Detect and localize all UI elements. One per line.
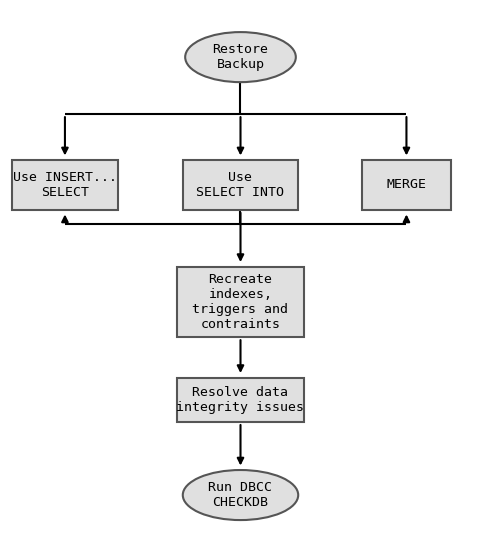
Ellipse shape [185, 32, 295, 82]
Text: MERGE: MERGE [385, 178, 426, 191]
Text: Restore
Backup: Restore Backup [212, 43, 268, 71]
Bar [361, 160, 450, 210]
Ellipse shape [182, 470, 298, 520]
Text: Use
SELECT INTO: Use SELECT INTO [196, 171, 284, 199]
Bar [177, 267, 304, 337]
Bar [12, 160, 118, 210]
Text: Recreate
indexes,
triggers and
contraints: Recreate indexes, triggers and contraint… [192, 273, 288, 331]
Text: Use INSERT...
SELECT: Use INSERT... SELECT [13, 171, 117, 199]
Bar [177, 378, 304, 422]
Bar [182, 160, 298, 210]
Text: Run DBCC
CHECKDB: Run DBCC CHECKDB [208, 481, 272, 509]
Text: Resolve data
integrity issues: Resolve data integrity issues [176, 386, 304, 414]
